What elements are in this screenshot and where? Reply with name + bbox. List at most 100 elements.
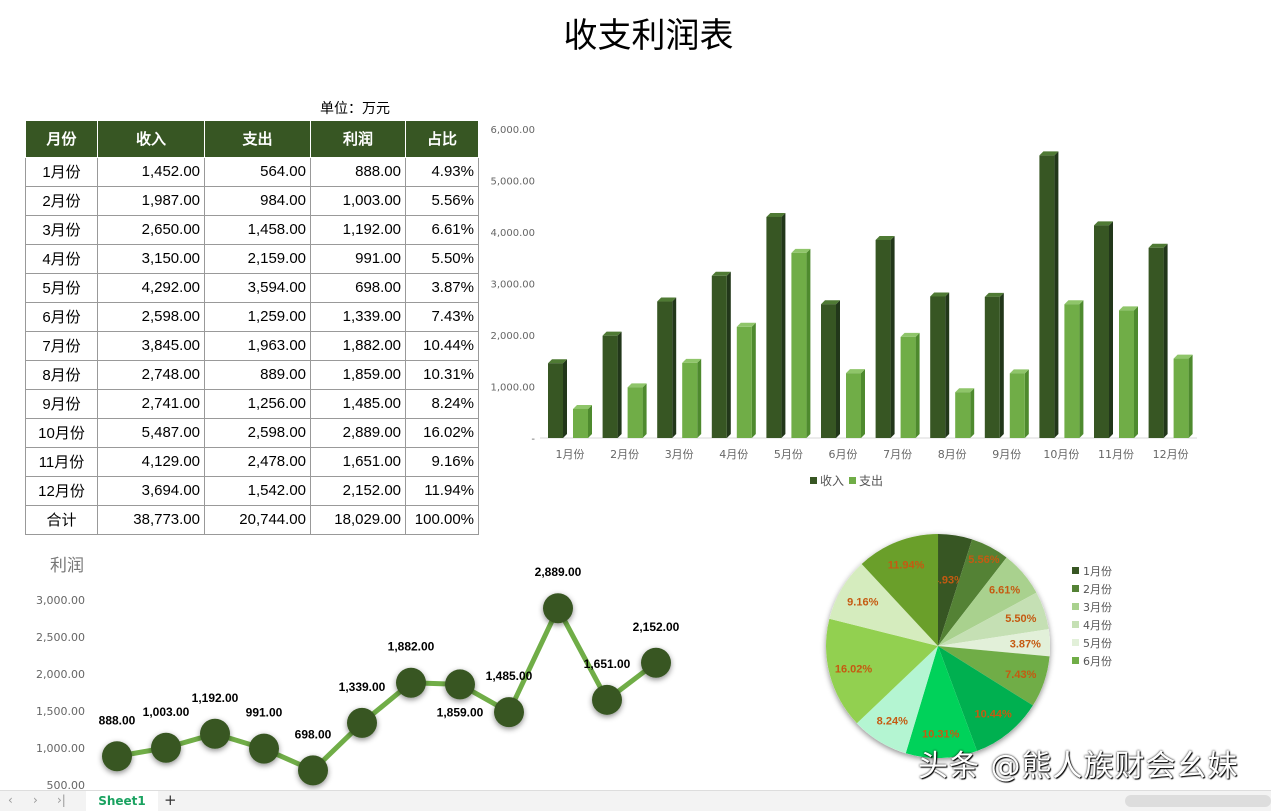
table-cell[interactable]: 2,650.00 [97, 214, 205, 245]
table-cell[interactable]: 3,845.00 [97, 330, 205, 361]
last-sheet-icon[interactable]: ›| [57, 793, 66, 807]
y-tick-label: 2,000.00 [490, 331, 535, 342]
pie-label: 11.94% [888, 560, 925, 572]
bar-top [657, 297, 677, 302]
table-cell[interactable]: 7.43% [405, 301, 479, 332]
table-cell[interactable]: 18,029.00 [310, 504, 406, 535]
table-cell[interactable]: 2,152.00 [310, 475, 406, 506]
bar-top [1039, 151, 1059, 156]
table-cell[interactable]: 8月份 [25, 359, 98, 390]
data-point [592, 684, 622, 715]
table-cell[interactable]: 1,259.00 [204, 301, 311, 332]
table-cell[interactable]: 2,741.00 [97, 388, 205, 419]
sheet-tab[interactable]: Sheet1 [86, 791, 158, 812]
x-tick-label: 1月份 [556, 448, 585, 461]
bar-top [766, 212, 786, 217]
table-cell[interactable]: 1,987.00 [97, 185, 205, 216]
bar-top [791, 248, 811, 253]
data-label: 1,339.00 [339, 680, 386, 694]
table-cell[interactable]: 3.87% [405, 272, 479, 303]
prev-sheet-icon[interactable]: ‹ [8, 793, 13, 807]
bar-top [1119, 306, 1138, 311]
pie-label: 6.61% [989, 584, 1020, 596]
column-header: 收入 [97, 121, 205, 158]
table-cell[interactable]: 1月份 [25, 156, 98, 187]
data-label: 991.00 [246, 706, 283, 720]
legend-label: 6月份 [1083, 655, 1112, 668]
table-cell[interactable]: 3,694.00 [97, 475, 205, 506]
bar-收入 [1148, 247, 1164, 438]
legend-swatch [1072, 603, 1079, 610]
table-cell[interactable]: 5.50% [405, 243, 479, 274]
table-cell[interactable]: 984.00 [204, 185, 311, 216]
table-cell[interactable]: 20,744.00 [204, 504, 311, 535]
data-label: 1,882.00 [388, 640, 435, 654]
bar-top [1148, 243, 1168, 248]
data-point [102, 741, 132, 772]
sheet-bar: ‹ › ›| Sheet1 + [0, 790, 1271, 812]
pie-slice [905, 646, 977, 758]
y-tick-label: 3,000.00 [490, 280, 535, 291]
table-cell[interactable]: 1,458.00 [204, 214, 311, 245]
table-cell[interactable]: 3,594.00 [204, 272, 311, 303]
table-cell[interactable]: 合计 [25, 504, 98, 535]
y-tick-label: 5,000.00 [490, 177, 535, 188]
bar-side [1024, 369, 1029, 438]
table-row: 1月份 1,452.00 564.00 888.00 4.93% [25, 156, 479, 187]
column-header: 支出 [204, 121, 311, 158]
data-point [445, 669, 475, 700]
legend-label: 支出 [859, 474, 883, 488]
legend-label: 3月份 [1083, 601, 1112, 614]
table-cell[interactable]: 1,452.00 [97, 156, 205, 187]
profit-table: 月份 收入 支出 利润 占比 1月份 1,452.00 564.00 888.00 4.93% 2月… [25, 121, 479, 535]
table-cell[interactable]: 991.00 [310, 243, 406, 274]
table-cell[interactable]: 12月份 [25, 475, 98, 506]
add-sheet-button[interactable]: + [164, 791, 177, 809]
y-tick-label: 3,000.00 [36, 594, 85, 607]
table-row: 3月份 2,650.00 1,458.00 1,192.00 6.61% [25, 214, 479, 245]
table-cell[interactable]: 5月份 [25, 272, 98, 303]
table-cell[interactable]: 38,773.00 [97, 504, 205, 535]
bar-side [1134, 306, 1138, 438]
table-cell[interactable]: 2月份 [25, 185, 98, 216]
table-cell[interactable]: 4.93% [405, 156, 479, 187]
bar-top [875, 235, 895, 240]
table-cell[interactable]: 4,292.00 [97, 272, 205, 303]
table-cell[interactable]: 564.00 [204, 156, 311, 187]
bar-收入 [821, 304, 836, 438]
line-chart-title: 利润 [50, 556, 84, 576]
next-sheet-icon[interactable]: › [33, 793, 38, 807]
table-cell[interactable]: 2,889.00 [310, 417, 406, 448]
bar-side [781, 212, 786, 438]
table-cell[interactable]: 7月份 [25, 330, 98, 361]
table-cell[interactable]: 10.31% [405, 359, 479, 390]
y-tick-label: - [531, 434, 535, 445]
pie-label: 10.31% [922, 728, 960, 740]
watermark: 头条 @熊人族财会幺妹 [918, 749, 1239, 784]
table-cell[interactable]: 1,003.00 [310, 185, 406, 216]
table-cell[interactable]: 3,150.00 [97, 243, 205, 274]
legend-swatch [1072, 567, 1079, 574]
table-cell[interactable]: 2,478.00 [204, 446, 311, 477]
table-cell[interactable]: 9.16% [405, 446, 479, 477]
horizontal-scrollbar[interactable] [1125, 795, 1271, 807]
legend-label: 2月份 [1083, 583, 1112, 596]
bar-top [627, 383, 647, 388]
table-cell[interactable]: 100.00% [405, 504, 479, 535]
bar-收入 [875, 239, 891, 438]
data-label: 2,889.00 [535, 565, 582, 579]
table-cell[interactable]: 1,485.00 [310, 388, 406, 419]
table-cell[interactable]: 1,256.00 [204, 388, 311, 419]
table-cell[interactable]: 10.44% [405, 330, 479, 361]
table-cell[interactable]: 2,748.00 [97, 359, 205, 390]
table-cell[interactable]: 2,159.00 [204, 243, 311, 274]
bar-side [697, 358, 702, 438]
y-tick-label: 4,000.00 [490, 228, 535, 239]
bar-side [1054, 151, 1059, 438]
table-cell[interactable]: 888.00 [310, 156, 406, 187]
table-cell[interactable]: 5,487.00 [97, 417, 205, 448]
bar-支出 [1009, 373, 1025, 438]
table-cell[interactable]: 11月份 [25, 446, 98, 477]
bar-收入 [1039, 155, 1055, 438]
table-row: 9月份 2,741.00 1,256.00 1,485.00 8.24% [25, 388, 479, 419]
